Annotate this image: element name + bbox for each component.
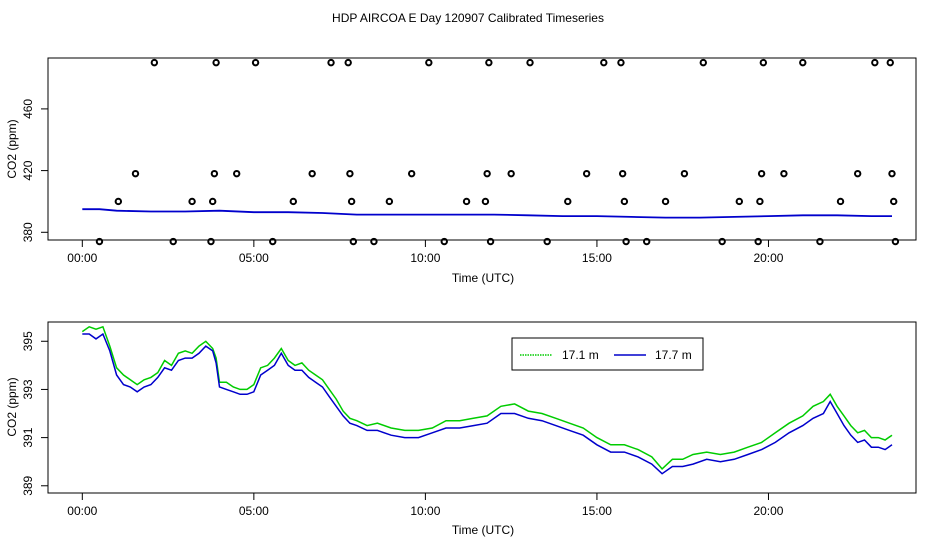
calibration-point: [618, 169, 627, 178]
calibration-point: [889, 197, 898, 206]
chart-title: HDP AIRCOA E Day 120907 Calibrated Times…: [332, 11, 604, 25]
calibration-point: [212, 58, 220, 67]
bottom-y-tick-label: 393: [21, 379, 35, 399]
calibration-point: [346, 169, 354, 178]
legend: 17.1 m 17.7 m: [511, 337, 704, 371]
legend-label-17-7m: 17.7 m: [655, 348, 692, 362]
calibration-point: [757, 169, 766, 178]
bottom-x-axis-label: Time (UTC): [452, 523, 514, 537]
calibration-point: [95, 237, 104, 246]
calibration-point: [661, 197, 670, 206]
top-x-tick-label: 20:00: [753, 251, 783, 265]
calibration-point: [327, 58, 335, 67]
top-plot-frame: [47, 57, 917, 241]
calibration-point: [251, 58, 260, 67]
calibration-point: [680, 169, 689, 178]
calibration-point: [344, 58, 352, 67]
calibration-point: [642, 237, 651, 246]
bottom-x-tick-label: 00:00: [67, 504, 97, 518]
calibration-point: [754, 237, 762, 246]
top-series-line: [82, 208, 892, 219]
bottom-x-tick-label: 05:00: [239, 504, 269, 518]
calibration-point: [816, 237, 824, 246]
calibration-point: [269, 237, 277, 246]
top-y-tick-label: 460: [21, 99, 35, 119]
calibration-point: [289, 197, 298, 206]
calibration-point: [600, 58, 608, 67]
calibration-point: [425, 58, 433, 67]
calibration-point: [853, 169, 862, 178]
bottom-plot-frame: [47, 321, 917, 494]
calibration-point: [582, 169, 591, 178]
series-line-17-7m: [82, 332, 893, 475]
calibration-point: [799, 58, 807, 67]
calibration-point: [622, 237, 630, 246]
calibration-point: [507, 169, 515, 178]
calibration-point: [349, 237, 358, 246]
calibration-point: [188, 197, 196, 206]
calibration-point: [440, 237, 448, 246]
calibration-point: [564, 197, 572, 206]
calibration-point: [543, 237, 551, 246]
calibration-point: [169, 237, 177, 246]
calibration-point: [759, 58, 768, 67]
bottom-y-tick-label: 395: [21, 331, 35, 351]
bottom-x-tick-label: 10:00: [410, 504, 440, 518]
calibration-point: [888, 169, 896, 178]
legend-label-17-1m: 17.1 m: [562, 348, 599, 362]
calibration-point: [347, 197, 356, 206]
calibration-point: [150, 58, 159, 67]
top-x-tick-label: 15:00: [582, 251, 612, 265]
calibration-point: [131, 169, 140, 178]
calibration-point: [407, 169, 416, 178]
calibration-point: [620, 197, 629, 206]
top-x-tick-label: 10:00: [410, 251, 440, 265]
bottom-panel: 00:00 05:00 10:00 15:00 20:00 389 391 393 395 T…: [5, 321, 917, 537]
calibration-point: [780, 169, 788, 178]
bottom-y-axis-label: CO2 (ppm): [5, 377, 19, 436]
calibration-point: [370, 237, 378, 246]
calibration-point: [699, 58, 707, 67]
series-line-17-1m: [81, 325, 893, 470]
calibration-point: [385, 197, 394, 206]
calibration-point: [462, 197, 471, 206]
calibration-point: [836, 197, 845, 206]
calibration-point: [756, 197, 764, 206]
calibration-point: [207, 237, 215, 246]
legend-box: [511, 337, 704, 371]
calibration-point: [232, 169, 241, 178]
top-y-axis-label: CO2 (ppm): [5, 119, 19, 178]
calibration-point: [483, 169, 491, 178]
calibration-point: [886, 58, 894, 67]
top-panel: 00:00 05:00 10:00 15:00 20:00 380 420 460 Time…: [5, 57, 917, 285]
top-y-tick-label: 380: [21, 222, 35, 242]
bottom-x-tick-label: 20:00: [753, 504, 783, 518]
calibration-point: [871, 58, 879, 67]
top-x-tick-label: 00:00: [67, 251, 97, 265]
bottom-y-tick-label: 389: [21, 475, 35, 495]
calibration-point: [891, 237, 900, 246]
calibration-point: [617, 58, 625, 67]
calibration-point: [308, 169, 316, 178]
top-x-tick-label: 05:00: [239, 251, 269, 265]
calibration-point: [208, 197, 217, 206]
calibration-point: [485, 58, 493, 67]
calibration-point: [114, 197, 123, 206]
calibration-point: [718, 237, 726, 246]
top-y-tick-label: 420: [21, 160, 35, 180]
calibration-point: [735, 197, 744, 206]
top-x-axis-label: Time (UTC): [452, 271, 514, 285]
bottom-y-tick-label: 391: [21, 427, 35, 447]
calibration-point: [486, 237, 495, 246]
bottom-x-tick-label: 15:00: [582, 504, 612, 518]
calibration-point: [526, 58, 534, 67]
calibration-point: [481, 197, 490, 206]
calibration-point: [210, 169, 219, 178]
